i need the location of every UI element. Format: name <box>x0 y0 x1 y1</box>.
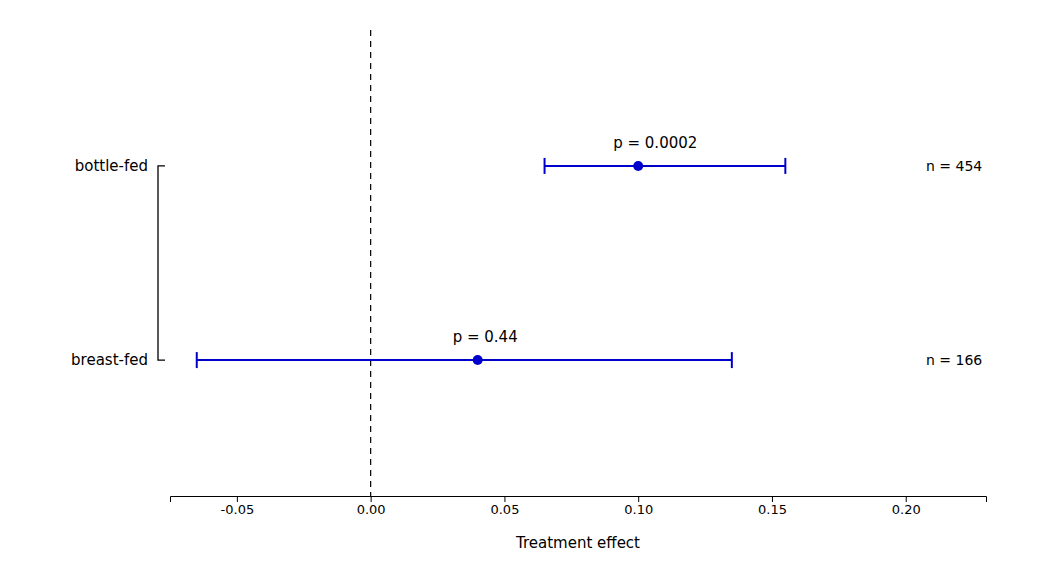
labels: p = 0.0002 p = 0.44 n = 454 n = 166 bottle-f… <box>71 134 982 369</box>
ci-cap-upper <box>731 352 733 368</box>
category-label: bottle-fed <box>75 157 148 175</box>
tick-mark <box>504 496 505 502</box>
tick-label: 0.20 <box>892 502 921 517</box>
bracket <box>158 166 165 360</box>
ci-cap-lower <box>544 158 546 174</box>
ci-cap-lower <box>196 352 198 368</box>
point-estimate <box>633 161 643 171</box>
tick: 0.10 <box>624 496 653 517</box>
tick-label: 0.15 <box>758 502 787 517</box>
tick: 0.00 <box>357 496 386 517</box>
point-estimate <box>473 355 483 365</box>
tick-mark <box>237 496 238 502</box>
x-axis-label: Treatment effect <box>515 534 640 552</box>
ci-cap-upper <box>784 158 786 174</box>
tick-label: 0.10 <box>624 502 653 517</box>
ci-line <box>545 165 786 167</box>
interval <box>545 158 786 174</box>
tick-mark <box>371 496 372 502</box>
chart: -0.05 0.00 0.05 0.10 0.15 0.20 Treatment effec… <box>0 0 1056 576</box>
tick: 0.15 <box>758 496 787 517</box>
reference-line <box>370 30 371 496</box>
n-label: n = 166 <box>926 352 982 368</box>
tick: -0.05 <box>221 496 255 517</box>
annotation: p = 0.0002 <box>613 134 697 152</box>
tick-label: 0.00 <box>357 502 386 517</box>
x-axis: -0.05 0.00 0.05 0.10 0.15 0.20 <box>171 496 987 517</box>
tick: 0.05 <box>490 496 519 517</box>
ci-line <box>197 359 732 361</box>
tick-mark <box>906 496 907 502</box>
n-label: n = 454 <box>926 158 982 174</box>
category-label: breast-fed <box>71 351 148 369</box>
tick-label: -0.05 <box>221 502 255 517</box>
axis-line <box>171 497 987 503</box>
tick: 0.20 <box>892 496 921 517</box>
plot-area <box>197 30 786 496</box>
tick-label: 0.05 <box>490 502 519 517</box>
tick-mark <box>772 496 773 502</box>
tick-mark <box>638 496 639 502</box>
interval <box>197 352 732 368</box>
annotation: p = 0.44 <box>453 328 518 346</box>
